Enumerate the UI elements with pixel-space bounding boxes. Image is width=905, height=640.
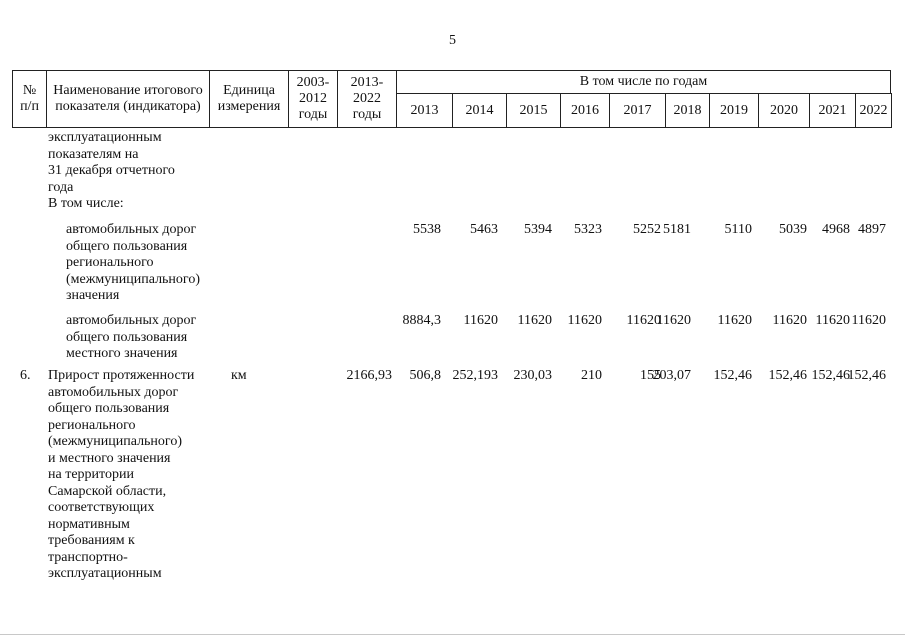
header-unit-label: Единица измерения [217, 83, 281, 114]
header-year-0: 2013 [396, 93, 453, 128]
unit-value: км [231, 368, 247, 383]
header-year-8: 2021 [809, 93, 856, 128]
header-years-group: В том числе по годам [396, 70, 891, 94]
year-value-2014: 11620 [463, 313, 498, 328]
indicator-name-line: транспортно- [48, 549, 128, 565]
header-years-group-label: В том числе по годам [579, 74, 708, 89]
header-period-2003-2012: 2003-2012 годы [288, 70, 338, 128]
year-value-2015: 230,03 [513, 368, 553, 383]
indicator-name-line: регионального [66, 255, 154, 270]
indicator-name-line: Прирост протяженности [48, 368, 195, 383]
year-value-2016: 11620 [567, 313, 602, 328]
indicator-name-line: (межмуниципального) [66, 271, 200, 287]
year-value-2013: 5538 [413, 222, 441, 237]
indicator-name-line: эксплуатационным [48, 130, 162, 145]
year-value-2020: 152,46 [768, 368, 808, 383]
header-name: Наименование итогового показателя (индик… [46, 70, 210, 128]
header-year-label: 2013 [410, 102, 439, 118]
indicator-name-line: автомобильных дорог [66, 222, 197, 237]
year-value-2020: 5039 [779, 222, 807, 237]
header-year-label: 2020 [770, 102, 798, 118]
year-value-2019: 11620 [717, 313, 752, 328]
year-value-2021: 11620 [815, 313, 850, 328]
year-value-2017: 155 [640, 368, 661, 383]
indicator-table: № п/п Наименование итогового показателя … [12, 70, 892, 630]
header-year-3: 2016 [560, 93, 610, 128]
year-value-2021: 152,46 [811, 368, 851, 383]
header-year-label: 2022 [859, 102, 888, 118]
indicator-name-line: общего пользования [66, 329, 188, 345]
indicator-name-line: автомобильных дорог [66, 313, 197, 328]
indicator-name-line: нормативным [48, 516, 130, 532]
year-value-2015: 5394 [524, 222, 552, 237]
header-year-7: 2020 [758, 93, 810, 128]
row-number: 6. [20, 368, 31, 383]
header-no-label: № п/п [20, 83, 39, 114]
indicator-name-line: требованиям к [48, 533, 135, 548]
indicator-name-line: соответствующих [48, 500, 155, 515]
year-value-2022: 4897 [858, 222, 886, 237]
header-year-4: 2017 [609, 93, 666, 128]
indicator-name-line: общего пользования [66, 238, 188, 254]
year-value-2017: 5252 [633, 222, 661, 237]
year-value-2018: 203,07 [652, 368, 692, 383]
indicator-name-line: В том числе: [48, 196, 124, 211]
year-value-2018: 5181 [663, 222, 691, 237]
header-no: № п/п [12, 70, 47, 128]
indicator-name-line: и местного значения [48, 450, 171, 466]
year-value-2017: 11620 [626, 313, 661, 328]
year-value-2013: 506,8 [409, 368, 442, 383]
year-value-2022: 11620 [851, 313, 886, 328]
header-year-1: 2014 [452, 93, 507, 128]
indicator-name-line: эксплуатационным [48, 566, 162, 581]
total-2013-2022: 2166,93 [346, 368, 393, 383]
header-year-2: 2015 [506, 93, 561, 128]
header-year-label: 2014 [465, 102, 494, 118]
indicator-name-line: значения [66, 288, 120, 303]
indicator-name-line: автомобильных дорог [48, 384, 179, 400]
year-value-2019: 152,46 [713, 368, 753, 383]
header-year-5: 2018 [665, 93, 710, 128]
year-value-2014: 5463 [470, 222, 498, 237]
year-value-2016: 5323 [574, 222, 602, 237]
year-value-2022: 152,46 [847, 368, 887, 383]
year-value-2019: 5110 [724, 222, 752, 237]
indicator-name-line: общего пользования [48, 401, 170, 416]
indicator-name-line: Самарской области, [48, 483, 167, 499]
indicator-name-line: 31 декабря отчетного [48, 163, 175, 178]
year-value-2016: 210 [581, 368, 602, 383]
header-period2-label: 2013-2022 годы [350, 75, 384, 122]
page-bottom-edge [0, 634, 905, 635]
header-name-label: Наименование итогового показателя (индик… [53, 83, 203, 114]
indicator-name-line: на территории [48, 467, 134, 482]
page-number: 5 [449, 33, 456, 48]
header-period-2013-2022: 2013-2022 годы [337, 70, 397, 128]
year-value-2015: 11620 [517, 313, 552, 328]
header-year-label: 2021 [818, 102, 847, 118]
header-year-label: 2015 [519, 102, 548, 118]
year-value-2018: 11620 [656, 313, 691, 328]
header-year-label: 2017 [623, 102, 652, 118]
indicator-name-line: года [48, 179, 74, 195]
header-period1-label: 2003-2012 годы [296, 75, 330, 122]
year-value-2021: 4968 [822, 222, 850, 237]
header-unit: Единица измерения [209, 70, 289, 128]
indicator-name-line: регионального [48, 417, 136, 433]
indicator-name-line: показателям на [48, 146, 139, 162]
header-year-label: 2018 [673, 102, 702, 118]
indicator-name-line: (межмуниципального) [48, 434, 182, 449]
header-year-9: 2022 [855, 93, 892, 128]
header-year-6: 2019 [709, 93, 759, 128]
year-value-2020: 11620 [772, 313, 807, 328]
header-year-label: 2019 [720, 102, 748, 118]
year-value-2014: 252,193 [452, 368, 499, 383]
indicator-name-line: местного значения [66, 346, 178, 361]
year-value-2013: 8884,3 [402, 313, 442, 328]
header-year-label: 2016 [571, 102, 599, 118]
